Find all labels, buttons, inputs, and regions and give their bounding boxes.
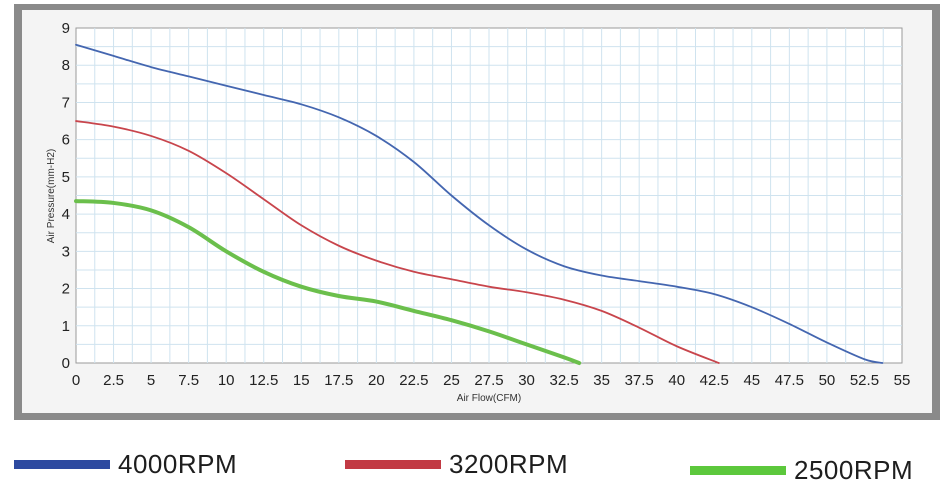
x-tick-label: 15 <box>293 372 310 389</box>
x-tick-label: 47.5 <box>775 372 804 389</box>
x-tick-label: 7.5 <box>178 372 199 389</box>
x-tick-label: 35 <box>593 372 610 389</box>
line-chart: 0 2.5 5 7.5 10 12.5 15 17.5 20 22.5 25 27.5 30 32.5 35… <box>46 20 911 404</box>
series-line-4000rpm <box>75 43 884 364</box>
y-tick-label: 7 <box>62 94 70 111</box>
series-line-2500rpm <box>74 199 582 365</box>
grid-lines <box>76 28 902 363</box>
x-tick-label: 45 <box>743 372 760 389</box>
y-tick-label: 1 <box>62 318 70 335</box>
x-tick-labels: 0 2.5 5 7.5 10 12.5 15 17.5 20 22.5 25 27.5 30 32.5 35… <box>72 372 911 389</box>
x-tick-label: 30 <box>518 372 535 389</box>
y-tick-labels: 0 1 2 3 4 5 6 7 8 9 <box>62 20 70 372</box>
legend-label-3200rpm: 3200RPM <box>449 448 569 479</box>
x-tick-label: 2.5 <box>103 372 124 389</box>
x-tick-label: 50 <box>819 372 836 389</box>
y-tick-label: 9 <box>62 20 70 37</box>
x-tick-label: 12.5 <box>249 372 278 389</box>
legend-swatch-3200rpm <box>345 459 441 469</box>
legend-label-2500rpm: 2500RPM <box>794 454 914 485</box>
legend-item-2500rpm: 2500RPM <box>690 452 913 488</box>
x-tick-label: 0 <box>72 372 80 389</box>
x-tick-label: 32.5 <box>549 372 578 389</box>
legend-label-4000rpm: 4000RPM <box>118 448 238 479</box>
legend-swatch-4000rpm <box>14 459 110 469</box>
y-axis-label: Air Pressure(mm-H2) <box>46 149 57 243</box>
y-tick-label: 5 <box>62 169 70 186</box>
x-tick-label: 10 <box>218 372 235 389</box>
legend-swatch-2500rpm <box>690 465 786 475</box>
x-tick-label: 25 <box>443 372 460 389</box>
x-tick-label: 27.5 <box>474 372 503 389</box>
legend-item-4000rpm: 4000RPM <box>14 446 237 482</box>
x-tick-label: 17.5 <box>324 372 353 389</box>
series-layer <box>74 43 884 365</box>
x-tick-label: 20 <box>368 372 385 389</box>
y-tick-label: 3 <box>62 243 70 260</box>
x-tick-label: 52.5 <box>850 372 879 389</box>
y-tick-label: 4 <box>62 206 70 223</box>
y-tick-label: 2 <box>62 281 70 298</box>
x-tick-label: 40 <box>668 372 685 389</box>
x-axis-label: Air Flow(CFM) <box>457 393 521 404</box>
x-tick-label: 37.5 <box>625 372 654 389</box>
series-line-3200rpm <box>75 120 720 364</box>
x-tick-label: 42.5 <box>700 372 729 389</box>
y-tick-label: 0 <box>62 355 70 372</box>
x-tick-label: 5 <box>147 372 155 389</box>
y-tick-label: 6 <box>62 132 70 149</box>
y-tick-label: 8 <box>62 57 70 74</box>
x-tick-label: 22.5 <box>399 372 428 389</box>
x-tick-label: 55 <box>894 372 911 389</box>
legend-item-3200rpm: 3200RPM <box>345 446 568 482</box>
